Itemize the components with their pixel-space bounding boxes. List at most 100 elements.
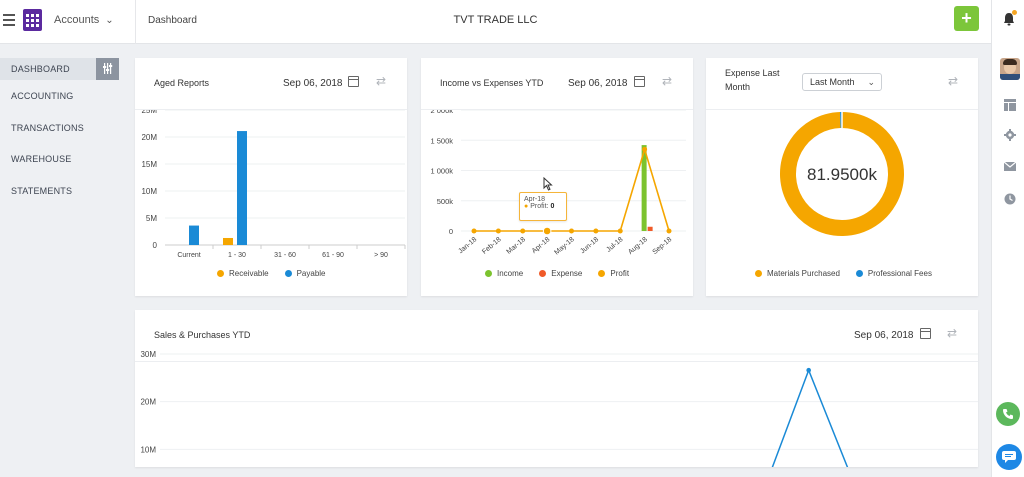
sliders-icon[interactable]	[96, 58, 119, 80]
aged-reports-card: Aged Reports Sep 06, 2018 ⇄ 25M 20M 15M 10M…	[135, 58, 407, 296]
y-tick-label: 0	[153, 241, 158, 250]
legend-item[interactable]: Receivable	[217, 269, 269, 278]
card-header: Aged Reports Sep 06, 2018 ⇄	[135, 58, 407, 110]
x-tick-label: 31 - 60	[274, 252, 296, 259]
sidebar-item-warehouse[interactable]: WAREHOUSE	[11, 154, 72, 164]
breadcrumb[interactable]: Dashboard	[148, 15, 197, 26]
income-line-chart: 2 000k 1 500k 1 000k 500k 0 Jan-18 Feb-18 Mar-1…	[430, 110, 686, 257]
legend-label: Income	[497, 269, 524, 278]
sales-point	[806, 367, 811, 373]
refresh-icon[interactable]: ⇄	[947, 326, 958, 340]
x-tick-label: Aug-18	[627, 236, 649, 256]
y-tick-label: 10M	[140, 445, 156, 454]
expense-donut-chart	[780, 112, 904, 236]
profit-point	[569, 228, 574, 234]
y-tick-label: 30M	[140, 350, 156, 359]
app-selector[interactable]: Accounts ⌄	[54, 14, 114, 26]
date-label[interactable]: Sep 06, 2018	[283, 78, 343, 89]
mail-icon[interactable]	[1004, 161, 1016, 173]
x-tick-label: Jun-18	[579, 236, 600, 255]
avatar[interactable]	[1000, 58, 1020, 80]
y-tick-label: 1 000k	[430, 167, 453, 176]
profit-line	[474, 146, 670, 232]
profit-point	[471, 228, 477, 234]
period-select-value: Last Month	[810, 77, 855, 87]
clock-icon[interactable]	[1004, 193, 1016, 205]
income-expenses-card: Income vs Expenses YTD Sep 06, 2018 ⇄ 2 …	[421, 58, 693, 296]
calendar-icon[interactable]	[348, 76, 359, 87]
company-name: TVT TRADE LLC	[453, 14, 538, 26]
tooltip-label: Profit:	[530, 203, 549, 210]
phone-button[interactable]	[996, 402, 1020, 426]
x-tick-label: > 90	[374, 252, 388, 259]
calendar-icon[interactable]	[634, 76, 645, 87]
refresh-icon[interactable]: ⇄	[948, 74, 959, 88]
refresh-icon[interactable]: ⇄	[662, 74, 673, 88]
legend-item[interactable]: Profit	[598, 269, 629, 278]
x-tick-label: Current	[177, 252, 200, 259]
refresh-icon[interactable]: ⇄	[376, 74, 387, 88]
menu-icon[interactable]	[3, 14, 15, 26]
y-tick-label: 2 000k	[430, 110, 453, 115]
layout-icon[interactable]	[1004, 99, 1016, 111]
add-button[interactable]: +	[954, 6, 979, 31]
profit-point	[642, 146, 648, 152]
chevron-down-icon: ⌄	[105, 15, 114, 26]
sales-line	[771, 368, 849, 467]
card-header: Income vs Expenses YTD Sep 06, 2018 ⇄	[421, 58, 693, 110]
y-tick-label: 500k	[437, 197, 454, 206]
x-tick-label: Sep-18	[651, 236, 673, 256]
profit-point	[495, 228, 501, 234]
period-select[interactable]: Last Month ⌄	[802, 73, 882, 91]
chat-button[interactable]	[996, 444, 1022, 470]
legend-item[interactable]: Expense	[539, 269, 582, 278]
chat-icon	[1002, 451, 1016, 463]
expense-bar	[647, 226, 653, 231]
tooltip-value: 0	[550, 203, 555, 210]
sales-purchases-card: Sales & Purchases YTD Sep 06, 2018 ⇄ 30M…	[135, 310, 978, 467]
profit-point	[617, 228, 623, 234]
donut-center-value: 81.9500k	[807, 165, 877, 184]
legend-label: Profit	[610, 269, 630, 278]
sidebar-item-statements[interactable]: STATEMENTS	[11, 186, 73, 196]
y-tick-label: 5M	[146, 214, 157, 223]
chart-legend: Income Expense Profit	[485, 269, 629, 278]
profit-point	[542, 226, 552, 236]
legend-label: Payable	[296, 269, 326, 278]
card-title: Expense Last Month	[725, 68, 780, 92]
bar	[223, 237, 233, 245]
card-title: Sales & Purchases YTD	[154, 330, 251, 340]
legend-item[interactable]: Materials Purchased	[755, 269, 840, 278]
x-tick-label: May-18	[553, 236, 575, 256]
gear-icon[interactable]	[1004, 129, 1016, 141]
card-header: Sales & Purchases YTD Sep 06, 2018 ⇄	[135, 310, 978, 362]
chart-legend: Receivable Payable	[217, 269, 326, 278]
y-tick-label: 15M	[141, 160, 157, 169]
donut-slice	[780, 112, 904, 236]
legend-label: Expense	[551, 269, 583, 278]
bell-icon[interactable]	[1003, 12, 1015, 26]
sales-line-chart: 30M 20M 10M	[140, 350, 978, 467]
y-tick-label: 25M	[141, 110, 157, 115]
calendar-icon[interactable]	[920, 328, 931, 339]
date-label[interactable]: Sep 06, 2018	[854, 330, 914, 341]
legend-item[interactable]: Payable	[284, 269, 326, 278]
card-title: Aged Reports	[154, 78, 210, 88]
tooltip-row: ● Profit: 0	[524, 203, 555, 210]
legend-item[interactable]: Income	[485, 269, 523, 278]
profit-point	[593, 228, 599, 234]
mouse-cursor-icon	[543, 177, 553, 191]
profit-point	[520, 228, 526, 234]
app-logo-icon[interactable]	[23, 9, 42, 31]
date-label[interactable]: Sep 06, 2018	[568, 78, 628, 89]
card-header: Expense Last Month Last Month ⌄ ⇄	[706, 58, 978, 110]
legend-label: Receivable	[229, 269, 269, 278]
profit-point	[666, 228, 672, 234]
y-tick-label: 10M	[141, 187, 157, 196]
company-title: TVT TRADE LLC	[0, 14, 991, 26]
sidebar-item-dashboard[interactable]: DASHBOARD	[0, 58, 96, 80]
legend-item[interactable]: Professional Fees	[855, 269, 932, 278]
chart-tooltip: Apr-18 ● Profit: 0	[519, 192, 567, 221]
sidebar-item-accounting[interactable]: ACCOUNTING	[11, 91, 74, 101]
sidebar-item-transactions[interactable]: TRANSACTIONS	[11, 123, 84, 133]
